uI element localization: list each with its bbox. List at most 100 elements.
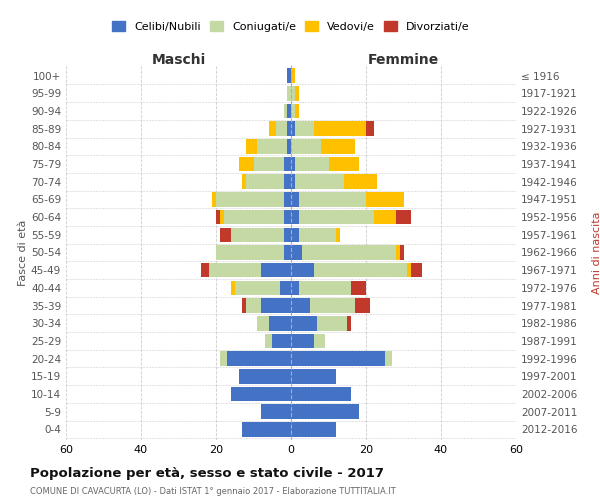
Text: Popolazione per età, sesso e stato civile - 2017: Popolazione per età, sesso e stato civil… [30,468,384,480]
Bar [223,210,284,224]
Bar [302,245,396,260]
Bar [284,174,291,189]
Bar [242,422,291,436]
Bar [295,86,299,101]
Bar [287,86,291,101]
Bar [291,174,295,189]
Bar [231,280,235,295]
Bar [231,387,291,402]
Bar [246,298,261,313]
Bar [299,228,336,242]
Bar [291,404,359,419]
Bar [291,263,314,278]
Bar [336,228,340,242]
Bar [314,263,407,278]
Bar [291,139,321,154]
Bar [287,104,291,118]
Bar [272,334,291,348]
Bar [284,245,291,260]
Bar [291,422,336,436]
Bar [299,192,366,206]
Bar [299,210,373,224]
Bar [291,210,299,224]
Bar [291,192,299,206]
Bar [314,122,366,136]
Bar [216,210,220,224]
Bar [242,174,246,189]
Bar [295,157,329,172]
Bar [284,157,291,172]
Bar [239,369,291,384]
Bar [261,263,291,278]
Bar [287,122,291,136]
Bar [231,228,284,242]
Bar [257,316,269,330]
Y-axis label: Anni di nascita: Anni di nascita [592,211,600,294]
Bar [291,228,299,242]
Bar [299,280,351,295]
Bar [239,157,254,172]
Bar [295,104,299,118]
Bar [220,210,223,224]
Bar [317,316,347,330]
Bar [291,157,295,172]
Bar [347,316,351,330]
Bar [329,157,359,172]
Bar [284,104,287,118]
Bar [235,280,280,295]
Bar [295,122,314,136]
Bar [220,228,231,242]
Bar [220,352,227,366]
Bar [209,263,261,278]
Bar [291,387,351,402]
Bar [246,174,284,189]
Text: Maschi: Maschi [151,53,206,67]
Bar [411,263,422,278]
Bar [407,263,411,278]
Bar [284,192,291,206]
Bar [343,174,377,189]
Text: COMUNE DI CAVACURTA (LO) - Dati ISTAT 1° gennaio 2017 - Elaborazione TUTTITALIA.: COMUNE DI CAVACURTA (LO) - Dati ISTAT 1°… [30,488,396,496]
Bar [396,245,400,260]
Bar [216,192,284,206]
Bar [291,86,295,101]
Bar [246,139,257,154]
Bar [373,210,396,224]
Bar [314,334,325,348]
Bar [287,68,291,83]
Bar [396,210,411,224]
Bar [385,352,392,366]
Bar [291,369,336,384]
Text: Femmine: Femmine [368,53,439,67]
Bar [355,298,370,313]
Bar [261,404,291,419]
Bar [351,280,366,295]
Bar [269,316,291,330]
Y-axis label: Fasce di età: Fasce di età [18,220,28,286]
Bar [291,104,295,118]
Bar [366,122,373,136]
Bar [291,280,299,295]
Bar [276,122,287,136]
Bar [254,157,284,172]
Bar [291,245,302,260]
Bar [366,192,404,206]
Bar [291,68,295,83]
Bar [257,139,287,154]
Legend: Celibi/Nubili, Coniugati/e, Vedovi/e, Divorziati/e: Celibi/Nubili, Coniugati/e, Vedovi/e, Di… [109,18,473,36]
Bar [291,122,295,136]
Bar [280,280,291,295]
Bar [261,298,291,313]
Bar [291,298,310,313]
Bar [242,298,246,313]
Bar [269,122,276,136]
Bar [291,316,317,330]
Bar [400,245,404,260]
Bar [201,263,209,278]
Bar [291,352,385,366]
Bar [287,139,291,154]
Bar [321,139,355,154]
Bar [265,334,272,348]
Bar [291,334,314,348]
Bar [212,192,216,206]
